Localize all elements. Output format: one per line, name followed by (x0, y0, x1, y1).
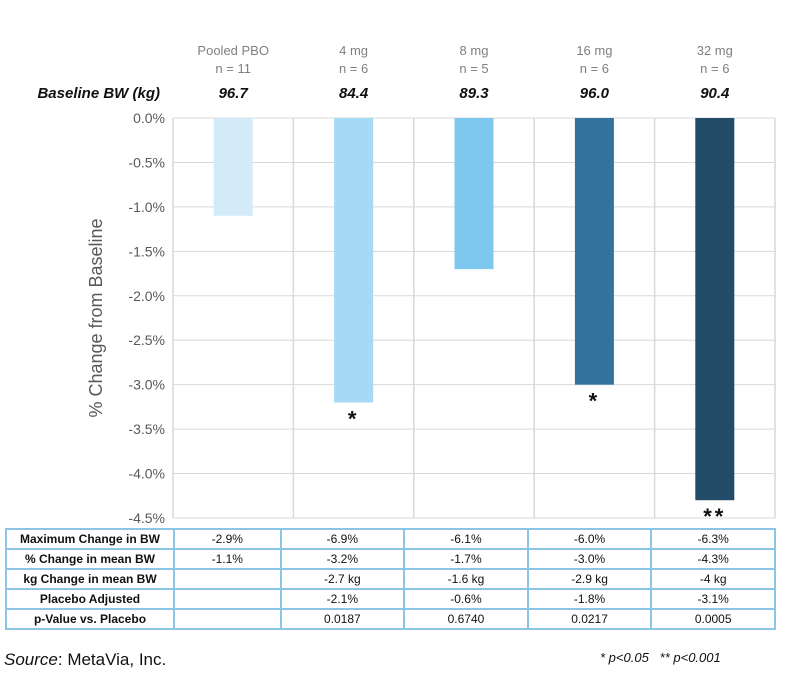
baseline-value: 89.3 (459, 85, 489, 102)
y-tick-label: -4.5% (128, 510, 165, 526)
table-cell: -3.0% (526, 548, 653, 570)
n-label: n = 5 (459, 61, 488, 76)
category-label: 4 mg (339, 43, 368, 58)
y-tick-label: -0.5% (128, 154, 165, 170)
category-label: Pooled PBO (197, 43, 269, 58)
table-cell: -3.2% (279, 548, 406, 570)
bar-chart: 0.0% -0.5% -1.0% -1.5% -2.0% -2.5% -3.0% -3.5% -… (37, 43, 776, 528)
table-cell: -6.3% (650, 528, 776, 550)
table-cell: -2.7 kg (279, 568, 406, 590)
source-note: Source: MetaVia, Inc. (4, 650, 166, 670)
baseline-value: 96.0 (580, 85, 610, 102)
n-label: n = 6 (580, 61, 609, 76)
y-tick-label: -1.5% (128, 243, 165, 259)
bar-32-mg (695, 118, 735, 501)
table-cell (173, 588, 282, 610)
table-cell: -3.1% (650, 588, 776, 610)
baseline-value: 96.7 (219, 85, 249, 102)
significance-legend: * p<0.05 ** p<0.001 (600, 650, 721, 665)
table-cell: -2.9% (173, 528, 282, 550)
row-label: % Change in mean BW (5, 548, 175, 570)
y-tick-label: 0.0% (133, 110, 165, 126)
n-label: n = 11 (215, 61, 251, 76)
table-row: Placebo Adjusted -2.1% -0.6% -1.8% -3.1% (5, 588, 776, 610)
bar-8-mg (454, 118, 494, 270)
row-label: p-Value vs. Placebo (5, 608, 175, 630)
table-cell: 0.0187 (279, 608, 406, 630)
table-cell: -0.6% (403, 588, 529, 610)
row-label: Maximum Change in BW (5, 528, 175, 550)
category-label: 32 mg (697, 43, 733, 58)
baseline-value: 84.4 (339, 85, 369, 102)
table-cell: -2.1% (279, 588, 406, 610)
table-cell: -2.9 kg (526, 568, 653, 590)
source-label: Source (4, 650, 58, 669)
table-cell: -1.7% (403, 548, 529, 570)
baseline-value: 90.4 (700, 85, 730, 102)
y-tick-label: -3.5% (128, 421, 165, 437)
table-cell: -6.9% (279, 528, 406, 550)
bar-16-mg (574, 118, 614, 385)
y-axis-label: % Change from Baseline (86, 218, 106, 417)
bar-4-mg (334, 118, 374, 403)
table-cell: 0.6740 (403, 608, 529, 630)
y-tick-label: -2.0% (128, 288, 165, 304)
table-row: % Change in mean BW -1.1% -3.2% -1.7% -3.0% -… (5, 548, 776, 570)
table-cell: 0.0217 (526, 608, 653, 630)
significance-marker: * (348, 406, 360, 431)
table-cell: -4.3% (650, 548, 776, 570)
table-row: kg Change in mean BW -2.7 kg -1.6 kg -2.9 k… (5, 568, 776, 590)
row-label: Placebo Adjusted (5, 588, 175, 610)
row-label: kg Change in mean BW (5, 568, 175, 590)
table-cell: -4 kg (650, 568, 776, 590)
significance-marker: * (589, 389, 601, 414)
y-tick-label: -3.0% (128, 377, 165, 393)
bar-pooled-pbo (213, 118, 253, 216)
category-label: 8 mg (460, 43, 489, 58)
table-cell: 0.0005 (650, 608, 776, 630)
significance-marker: ** (703, 504, 726, 528)
sig-legend-2: ** p<0.001 (659, 650, 721, 665)
n-label: n = 6 (700, 61, 729, 76)
sig-legend-1: * p<0.05 (600, 650, 649, 665)
table-cell: -1.1% (173, 548, 282, 570)
table-cell (173, 608, 282, 630)
table-row: p-Value vs. Placebo 0.0187 0.6740 0.0217 0.0… (5, 608, 776, 630)
results-table: Maximum Change in BW -2.9% -6.9% -6.1% -6.0%… (5, 528, 776, 630)
source-text: : MetaVia, Inc. (57, 650, 167, 669)
y-tick-label: -2.5% (128, 332, 165, 348)
table-cell: -6.1% (403, 528, 529, 550)
y-tick-label: -4.0% (128, 466, 165, 482)
n-label: n = 6 (339, 61, 368, 76)
table-row: Maximum Change in BW -2.9% -6.9% -6.1% -6.0%… (5, 528, 776, 550)
table-cell: -1.8% (526, 588, 653, 610)
table-cell (173, 568, 282, 590)
table-cell: -1.6 kg (403, 568, 529, 590)
baseline-label: Baseline BW (kg) (37, 85, 160, 102)
category-label: 16 mg (576, 43, 612, 58)
y-tick-label: -1.0% (128, 199, 165, 215)
table-cell: -6.0% (526, 528, 653, 550)
